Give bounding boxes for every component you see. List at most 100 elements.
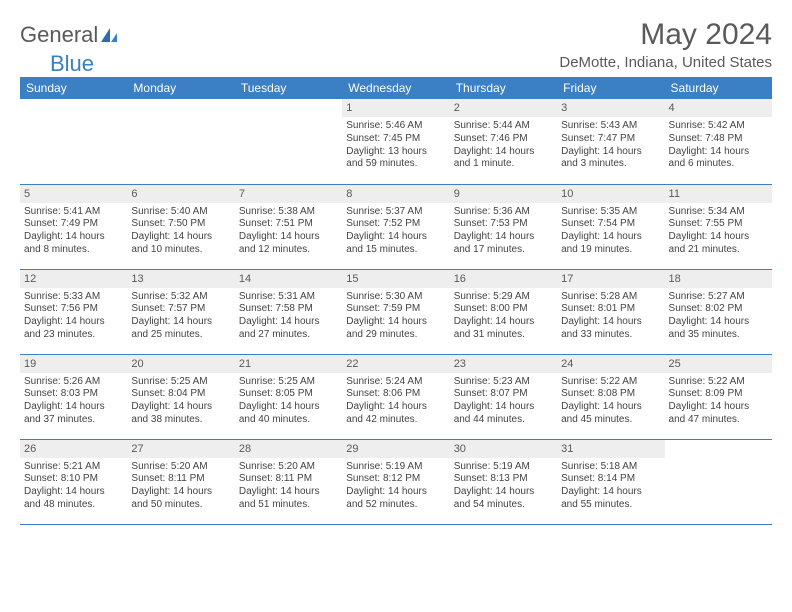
day-number: 8: [342, 185, 449, 203]
sunset-text: Sunset: 7:58 PM: [239, 303, 338, 316]
sunrise-text: Sunrise: 5:19 AM: [454, 461, 553, 474]
day-number: 27: [127, 440, 234, 458]
day-cell: 15Sunrise: 5:30 AMSunset: 7:59 PMDayligh…: [342, 269, 449, 354]
sunrise-text: Sunrise: 5:22 AM: [669, 376, 768, 389]
day-number: 9: [450, 185, 557, 203]
sunset-text: Sunset: 8:02 PM: [669, 303, 768, 316]
daylight-text: Daylight: 14 hours and 42 minutes.: [346, 401, 445, 427]
header: General May 2024 DeMotte, Indiana, Unite…: [20, 18, 772, 71]
day-cell: [665, 439, 772, 524]
daylight-text: Daylight: 14 hours and 10 minutes.: [131, 231, 230, 257]
day-header: Thursday: [450, 77, 557, 99]
sunset-text: Sunset: 8:05 PM: [239, 388, 338, 401]
daylight-text: Daylight: 14 hours and 50 minutes.: [131, 486, 230, 512]
logo-sail-icon: [100, 27, 120, 43]
sunset-text: Sunset: 8:03 PM: [24, 388, 123, 401]
sunset-text: Sunset: 7:51 PM: [239, 218, 338, 231]
daylight-text: Daylight: 14 hours and 31 minutes.: [454, 316, 553, 342]
sunrise-text: Sunrise: 5:36 AM: [454, 206, 553, 219]
daylight-text: Daylight: 14 hours and 15 minutes.: [346, 231, 445, 257]
sunset-text: Sunset: 8:11 PM: [131, 473, 230, 486]
day-cell: 2Sunrise: 5:44 AMSunset: 7:46 PMDaylight…: [450, 99, 557, 184]
sunset-text: Sunset: 8:04 PM: [131, 388, 230, 401]
day-cell: 4Sunrise: 5:42 AMSunset: 7:48 PMDaylight…: [665, 99, 772, 184]
sunset-text: Sunset: 7:55 PM: [669, 218, 768, 231]
sunrise-text: Sunrise: 5:34 AM: [669, 206, 768, 219]
day-cell: 9Sunrise: 5:36 AMSunset: 7:53 PMDaylight…: [450, 184, 557, 269]
daylight-text: Daylight: 14 hours and 38 minutes.: [131, 401, 230, 427]
daylight-text: Daylight: 13 hours and 59 minutes.: [346, 146, 445, 172]
daylight-text: Daylight: 14 hours and 17 minutes.: [454, 231, 553, 257]
sunrise-text: Sunrise: 5:29 AM: [454, 291, 553, 304]
sunset-text: Sunset: 8:01 PM: [561, 303, 660, 316]
day-cell: 8Sunrise: 5:37 AMSunset: 7:52 PMDaylight…: [342, 184, 449, 269]
day-number: 18: [665, 270, 772, 288]
daylight-text: Daylight: 14 hours and 19 minutes.: [561, 231, 660, 257]
sunrise-text: Sunrise: 5:31 AM: [239, 291, 338, 304]
sunrise-text: Sunrise: 5:28 AM: [561, 291, 660, 304]
day-number: 4: [665, 99, 772, 117]
day-header: Friday: [557, 77, 664, 99]
sunrise-text: Sunrise: 5:25 AM: [131, 376, 230, 389]
sunset-text: Sunset: 8:08 PM: [561, 388, 660, 401]
day-number: 15: [342, 270, 449, 288]
daylight-text: Daylight: 14 hours and 37 minutes.: [24, 401, 123, 427]
sunrise-text: Sunrise: 5:42 AM: [669, 120, 768, 133]
logo: General: [20, 18, 120, 48]
daylight-text: Daylight: 14 hours and 3 minutes.: [561, 146, 660, 172]
sunset-text: Sunset: 7:56 PM: [24, 303, 123, 316]
sunset-text: Sunset: 8:10 PM: [24, 473, 123, 486]
week-row: 1Sunrise: 5:46 AMSunset: 7:45 PMDaylight…: [20, 99, 772, 184]
day-number: 28: [235, 440, 342, 458]
calendar-table: Sunday Monday Tuesday Wednesday Thursday…: [20, 77, 772, 525]
daylight-text: Daylight: 14 hours and 55 minutes.: [561, 486, 660, 512]
sunrise-text: Sunrise: 5:18 AM: [561, 461, 660, 474]
calendar-page: General May 2024 DeMotte, Indiana, Unite…: [0, 0, 792, 537]
day-header-row: Sunday Monday Tuesday Wednesday Thursday…: [20, 77, 772, 99]
day-cell: [127, 99, 234, 184]
daylight-text: Daylight: 14 hours and 51 minutes.: [239, 486, 338, 512]
day-number: 2: [450, 99, 557, 117]
sunset-text: Sunset: 8:06 PM: [346, 388, 445, 401]
day-number: 20: [127, 355, 234, 373]
daylight-text: Daylight: 14 hours and 8 minutes.: [24, 231, 123, 257]
sunrise-text: Sunrise: 5:44 AM: [454, 120, 553, 133]
sunrise-text: Sunrise: 5:35 AM: [561, 206, 660, 219]
day-cell: 6Sunrise: 5:40 AMSunset: 7:50 PMDaylight…: [127, 184, 234, 269]
day-cell: 17Sunrise: 5:28 AMSunset: 8:01 PMDayligh…: [557, 269, 664, 354]
week-row: 5Sunrise: 5:41 AMSunset: 7:49 PMDaylight…: [20, 184, 772, 269]
sunset-text: Sunset: 7:46 PM: [454, 133, 553, 146]
sunrise-text: Sunrise: 5:30 AM: [346, 291, 445, 304]
day-number: 26: [20, 440, 127, 458]
sunrise-text: Sunrise: 5:26 AM: [24, 376, 123, 389]
day-cell: 13Sunrise: 5:32 AMSunset: 7:57 PMDayligh…: [127, 269, 234, 354]
day-header: Wednesday: [342, 77, 449, 99]
sunrise-text: Sunrise: 5:33 AM: [24, 291, 123, 304]
daylight-text: Daylight: 14 hours and 54 minutes.: [454, 486, 553, 512]
sunset-text: Sunset: 7:57 PM: [131, 303, 230, 316]
day-cell: 26Sunrise: 5:21 AMSunset: 8:10 PMDayligh…: [20, 439, 127, 524]
daylight-text: Daylight: 14 hours and 40 minutes.: [239, 401, 338, 427]
day-cell: 19Sunrise: 5:26 AMSunset: 8:03 PMDayligh…: [20, 354, 127, 439]
day-cell: 24Sunrise: 5:22 AMSunset: 8:08 PMDayligh…: [557, 354, 664, 439]
logo-text-b: Blue: [50, 51, 94, 77]
day-cell: 21Sunrise: 5:25 AMSunset: 8:05 PMDayligh…: [235, 354, 342, 439]
daylight-text: Daylight: 14 hours and 48 minutes.: [24, 486, 123, 512]
sunset-text: Sunset: 7:54 PM: [561, 218, 660, 231]
day-number: 11: [665, 185, 772, 203]
week-row: 12Sunrise: 5:33 AMSunset: 7:56 PMDayligh…: [20, 269, 772, 354]
sunset-text: Sunset: 8:13 PM: [454, 473, 553, 486]
sunrise-text: Sunrise: 5:27 AM: [669, 291, 768, 304]
daylight-text: Daylight: 14 hours and 25 minutes.: [131, 316, 230, 342]
day-header: Sunday: [20, 77, 127, 99]
week-row: 26Sunrise: 5:21 AMSunset: 8:10 PMDayligh…: [20, 439, 772, 524]
sunset-text: Sunset: 7:45 PM: [346, 133, 445, 146]
day-cell: 31Sunrise: 5:18 AMSunset: 8:14 PMDayligh…: [557, 439, 664, 524]
day-cell: 29Sunrise: 5:19 AMSunset: 8:12 PMDayligh…: [342, 439, 449, 524]
day-cell: 7Sunrise: 5:38 AMSunset: 7:51 PMDaylight…: [235, 184, 342, 269]
daylight-text: Daylight: 14 hours and 33 minutes.: [561, 316, 660, 342]
day-number: 3: [557, 99, 664, 117]
day-cell: 28Sunrise: 5:20 AMSunset: 8:11 PMDayligh…: [235, 439, 342, 524]
sunrise-text: Sunrise: 5:41 AM: [24, 206, 123, 219]
sunrise-text: Sunrise: 5:38 AM: [239, 206, 338, 219]
